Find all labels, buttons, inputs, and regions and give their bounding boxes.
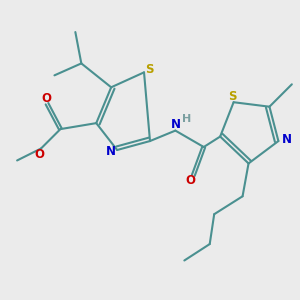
Text: N: N (170, 118, 180, 131)
Text: O: O (41, 92, 51, 105)
Text: S: S (228, 90, 236, 103)
Text: N: N (282, 133, 292, 146)
Text: O: O (34, 148, 44, 161)
Text: O: O (185, 174, 195, 187)
Text: S: S (145, 64, 154, 76)
Text: H: H (182, 114, 191, 124)
Text: N: N (106, 145, 116, 158)
